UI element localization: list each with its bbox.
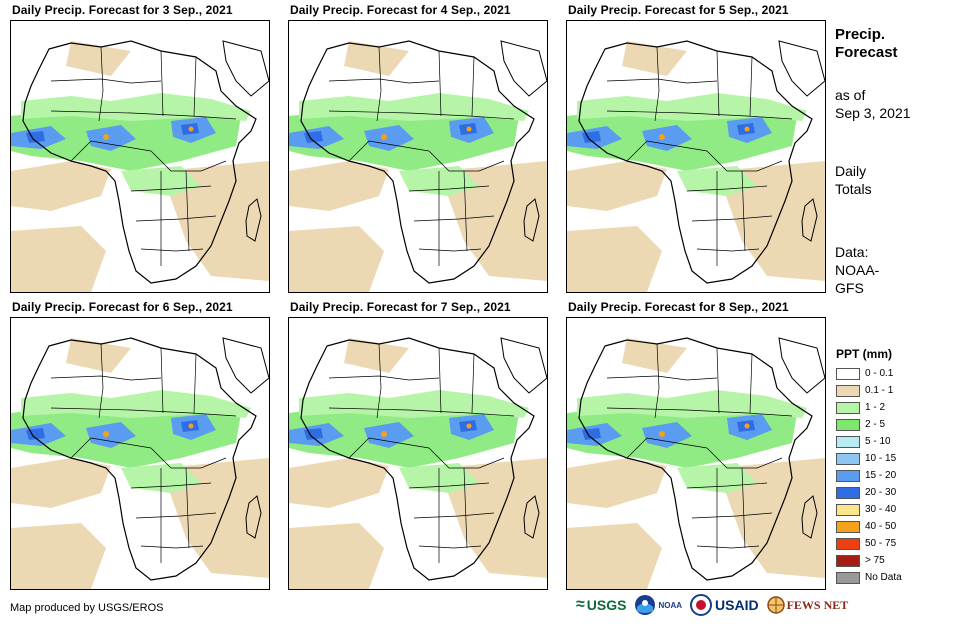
legend-label: 40 - 50 <box>865 521 897 532</box>
legend-swatch <box>836 435 860 448</box>
legend-swatch <box>836 384 860 397</box>
legend-item: 20 - 30 <box>836 485 902 500</box>
precip-legend: 0 - 0.1 0.1 - 1 1 - 2 2 - 5 5 - 10 10 - 15 15 … <box>836 366 902 587</box>
noaa-logo-text: NOAA <box>658 600 683 610</box>
asof-line: as of <box>835 87 866 103</box>
heading-line: Forecast <box>835 44 898 61</box>
map-credit: Map produced by USGS/EROS <box>10 602 164 614</box>
asof-line: Sep 3, 2021 <box>835 105 911 121</box>
legend-label: 2 - 5 <box>865 419 886 430</box>
usgs-logo: ≈ USGS <box>576 596 626 614</box>
totals-label: Daily Totals <box>835 162 872 198</box>
panel-title: Daily Precip. Forecast for 8 Sep., 2021 <box>568 300 789 314</box>
fewsnet-globe-icon <box>766 596 785 614</box>
forecast-panel-sep7: Daily Precip. Forecast for 7 Sep., 2021 <box>288 300 550 592</box>
forecast-panel-sep6: Daily Precip. Forecast for 6 Sep., 2021 <box>10 300 272 592</box>
legend-item: > 75 <box>836 553 902 568</box>
usaid-logo: USAID <box>690 594 759 616</box>
forecast-panel-sep4: Daily Precip. Forecast for 4 Sep., 2021 <box>288 3 550 295</box>
legend-label: 20 - 30 <box>865 487 897 498</box>
legend-item: No Data <box>836 570 902 585</box>
legend-label: No Data <box>865 572 902 583</box>
source-line: Data: <box>835 244 869 260</box>
panel-title: Daily Precip. Forecast for 7 Sep., 2021 <box>290 300 511 314</box>
legend-item: 5 - 10 <box>836 434 902 449</box>
legend-label: 10 - 15 <box>865 453 897 464</box>
legend-label: 15 - 20 <box>865 470 897 481</box>
legend-label: 1 - 2 <box>865 402 886 413</box>
legend-swatch <box>836 486 860 499</box>
forecast-map <box>566 20 826 293</box>
panel-title: Daily Precip. Forecast for 3 Sep., 2021 <box>12 3 233 17</box>
forecast-panel-sep3: Daily Precip. Forecast for 3 Sep., 2021 <box>10 3 272 295</box>
source-line: NOAA- <box>835 262 880 278</box>
africa-map <box>11 40 269 292</box>
legend-item: 1 - 2 <box>836 400 902 415</box>
legend-swatch <box>836 452 860 465</box>
legend-swatch <box>836 367 860 380</box>
forecast-map <box>288 317 548 590</box>
legend-title: PPT (mm) <box>836 347 893 361</box>
usaid-seal-icon <box>690 594 713 616</box>
data-source: Data: NOAA- GFS <box>835 243 879 297</box>
forecast-map <box>10 317 270 590</box>
as-of-date: as of Sep 3, 2021 <box>835 86 911 122</box>
legend-item: 10 - 15 <box>836 451 902 466</box>
forecast-map <box>10 20 270 293</box>
usgs-icon: ≈ <box>576 596 585 613</box>
legend-label: 50 - 75 <box>865 538 897 549</box>
fewsnet-logo: FEWS NET <box>766 596 849 614</box>
legend-label: 0.1 - 1 <box>865 385 894 396</box>
legend-swatch <box>836 571 860 584</box>
forecast-panel-sep8: Daily Precip. Forecast for 8 Sep., 2021 <box>566 300 828 592</box>
africa-map <box>567 40 825 292</box>
legend-item: 50 - 75 <box>836 536 902 551</box>
legend-item: 40 - 50 <box>836 519 902 534</box>
legend-label: 0 - 0.1 <box>865 368 894 379</box>
legend-swatch <box>836 401 860 414</box>
africa-map <box>289 40 547 292</box>
legend-label: 5 - 10 <box>865 436 891 447</box>
noaa-logo: NOAA <box>634 594 682 616</box>
legend-label: > 75 <box>865 555 885 566</box>
sidebar-heading: Precip. Forecast <box>835 26 898 62</box>
africa-map <box>289 337 547 589</box>
legend-item: 0 - 0.1 <box>836 366 902 381</box>
source-line: GFS <box>835 280 864 296</box>
legend-item: 30 - 40 <box>836 502 902 517</box>
legend-swatch <box>836 537 860 550</box>
forecast-panel-sep5: Daily Precip. Forecast for 5 Sep., 2021 <box>566 3 828 295</box>
africa-map <box>11 337 269 589</box>
fewsnet-logo-text: FEWS NET <box>786 597 849 612</box>
legend-item: 2 - 5 <box>836 417 902 432</box>
legend-item: 15 - 20 <box>836 468 902 483</box>
panel-title: Daily Precip. Forecast for 5 Sep., 2021 <box>568 3 789 17</box>
panel-title: Daily Precip. Forecast for 6 Sep., 2021 <box>12 300 233 314</box>
heading-line: Precip. <box>835 26 886 43</box>
legend-swatch <box>836 520 860 533</box>
legend-swatch <box>836 469 860 482</box>
panel-title: Daily Precip. Forecast for 4 Sep., 2021 <box>290 3 511 17</box>
africa-map <box>567 337 825 589</box>
usaid-logo-text: USAID <box>715 597 759 613</box>
legend-item: 0.1 - 1 <box>836 383 902 398</box>
legend-label: 30 - 40 <box>865 504 897 515</box>
partner-logos: ≈ USGS NOAA USAID FEWS NET <box>576 594 856 616</box>
legend-swatch <box>836 503 860 516</box>
legend-swatch <box>836 554 860 567</box>
forecast-map <box>288 20 548 293</box>
totals-line: Totals <box>835 181 872 197</box>
noaa-icon <box>635 595 656 615</box>
forecast-map <box>566 317 826 590</box>
usgs-logo-text: USGS <box>586 597 627 613</box>
legend-swatch <box>836 418 860 431</box>
totals-line: Daily <box>835 163 867 179</box>
